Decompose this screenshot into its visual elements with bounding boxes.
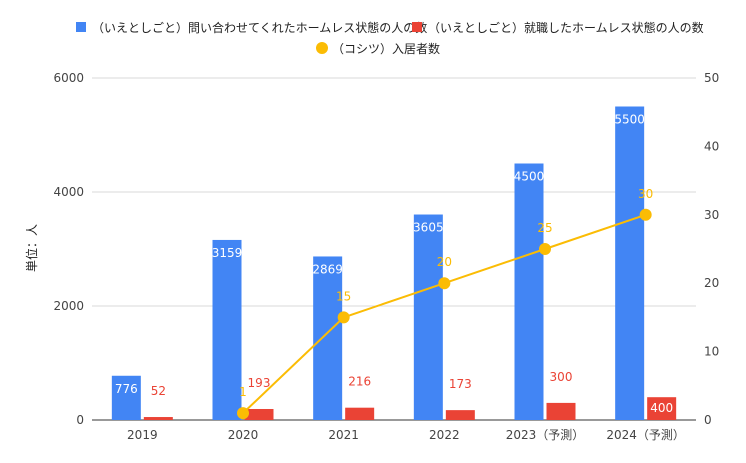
data-label-employed: 52 — [151, 384, 166, 398]
point-residents — [539, 243, 551, 255]
data-labels: 776 52 3159 193 2869 216 3605 173 4500 300 5500 400… — [115, 113, 673, 416]
data-label-residents: 25 — [537, 221, 552, 235]
data-label-inquiries: 776 — [115, 382, 138, 396]
x-tick-label: 2021 — [328, 428, 359, 442]
bar-employed — [445, 410, 475, 420]
point-residents — [237, 407, 249, 420]
y-tick-label: 2000 — [53, 299, 84, 313]
y2-tick-label: 30 — [704, 208, 719, 222]
bar-inquiries — [111, 375, 141, 420]
data-label-residents: 30 — [638, 187, 653, 201]
legend-item-residents: （コシツ）入居者数 — [316, 41, 440, 56]
y-tick-label: 0 — [76, 413, 84, 427]
point-residents — [337, 311, 350, 324]
data-label-employed: 193 — [248, 376, 271, 390]
y2-tick-label: 20 — [704, 276, 719, 290]
y-axis-right: 0 10 20 30 40 50 — [704, 71, 719, 427]
bar-series — [111, 106, 677, 420]
x-tick-label: 2022 — [429, 428, 460, 442]
y-axis-left: 0 2000 4000 6000 — [53, 71, 84, 427]
point-residents — [438, 277, 451, 290]
data-label-inquiries: 2869 — [312, 262, 343, 276]
data-label-employed: 216 — [348, 375, 371, 389]
x-tick-label: 2023（予測） — [506, 428, 585, 442]
line-series — [237, 208, 652, 420]
data-label-inquiries: 3605 — [413, 221, 444, 235]
legend-item-inquiries: （いえとしごと）問い合わせてくれたホームレス状態の人の数 — [76, 20, 427, 35]
legend-item-employed: （いえとしごと）就職したホームレス状態の人の数 — [412, 20, 704, 35]
y-tick-label: 6000 — [53, 71, 84, 85]
legend-label-inquiries: （いえとしごと）問い合わせてくれたホームレス状態の人の数 — [92, 20, 427, 35]
line-residents — [242, 213, 646, 414]
data-label-residents: 20 — [437, 255, 452, 269]
x-axis: 2019 2020 2021 2022 2023（予測） 2024（予測） — [127, 428, 685, 442]
x-tick-label: 2024（予測） — [606, 428, 685, 442]
bar-employed — [345, 407, 375, 420]
y2-tick-label: 0 — [704, 413, 712, 427]
legend-swatch-employed — [412, 22, 422, 32]
data-label-employed: 173 — [449, 377, 472, 391]
x-tick-label: 2019 — [127, 428, 158, 442]
data-label-inquiries: 3159 — [212, 246, 243, 260]
legend: （いえとしごと）問い合わせてくれたホームレス状態の人の数 （いえとしごと）就職し… — [76, 20, 704, 56]
bar-employed — [546, 402, 576, 420]
bar-employed — [143, 417, 173, 420]
gridlines — [92, 77, 696, 421]
bar-inquiries — [212, 239, 242, 420]
y-axis-title: 単位：人 — [24, 224, 39, 272]
data-label-employed: 300 — [550, 370, 573, 384]
y-tick-label: 4000 — [53, 185, 84, 199]
bar-inquiries — [514, 163, 544, 420]
legend-label-employed: （いえとしごと）就職したホームレス状態の人の数 — [428, 20, 704, 35]
y2-tick-label: 10 — [704, 345, 719, 359]
data-label-inquiries: 4500 — [514, 170, 545, 184]
bar-employed — [244, 408, 274, 420]
data-label-residents: 15 — [336, 289, 351, 303]
x-tick-label: 2020 — [228, 428, 259, 442]
data-label-residents: 1 — [239, 385, 247, 399]
y2-tick-label: 50 — [704, 71, 719, 85]
bar-inquiries — [615, 106, 645, 420]
legend-swatch-residents — [316, 42, 328, 54]
y2-tick-label: 40 — [704, 139, 719, 153]
data-label-employed: 400 — [650, 401, 673, 415]
bar-inquiries — [313, 256, 343, 420]
data-label-inquiries: 5500 — [614, 113, 645, 127]
bar-inquiries — [413, 214, 443, 420]
legend-swatch-inquiries — [76, 22, 86, 32]
bar-employed — [647, 397, 677, 420]
point-residents — [639, 208, 652, 221]
legend-label-residents: （コシツ）入居者数 — [332, 41, 440, 56]
